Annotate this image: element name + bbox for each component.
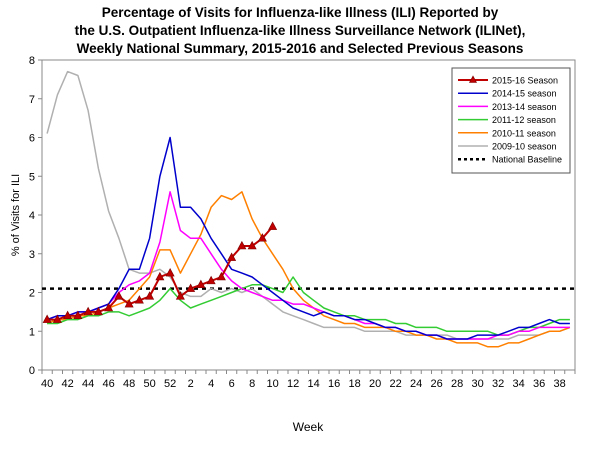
- x-tick-label: 44: [82, 378, 94, 390]
- data-point-marker: [73, 310, 83, 320]
- y-tick-label: 5: [29, 171, 35, 183]
- data-point-marker: [196, 279, 206, 289]
- x-tick-label: 8: [249, 378, 255, 390]
- y-tick-label: 4: [29, 210, 35, 222]
- data-point-marker: [155, 271, 165, 281]
- x-tick-label: 26: [431, 378, 443, 390]
- data-point-marker: [257, 233, 267, 242]
- x-tick-label: 42: [62, 378, 74, 390]
- series-layer: [42, 70, 571, 348]
- data-point-marker: [268, 221, 278, 230]
- legend-label-2009-10-season: 2009-10 season: [492, 142, 557, 152]
- legend-label-national-baseline: National Baseline: [492, 155, 562, 165]
- data-point-marker: [247, 240, 257, 250]
- data-point-marker: [114, 291, 124, 300]
- data-point-marker: [134, 295, 144, 304]
- x-tick-label: 50: [144, 378, 156, 390]
- x-tick-label: 40: [41, 378, 53, 390]
- data-point-marker: [83, 306, 93, 316]
- y-tick-label: 7: [29, 94, 35, 106]
- legend-label-2014-15-season: 2014-15 season: [492, 89, 557, 99]
- x-axis-label: Week: [293, 420, 324, 434]
- data-point-marker: [186, 283, 196, 292]
- x-tick-label: 52: [164, 378, 176, 390]
- y-tick-label: 0: [29, 365, 35, 377]
- data-point-marker: [227, 252, 237, 261]
- legend-label-2010-11-season: 2010-11 season: [492, 128, 556, 138]
- x-tick-label: 24: [410, 378, 422, 390]
- data-point-marker: [175, 291, 185, 300]
- x-tick-label: 46: [103, 378, 115, 390]
- data-point-marker: [52, 314, 62, 323]
- legend-label-2013-14-season: 2013-14 season: [492, 102, 557, 112]
- x-tick-label: 28: [451, 378, 463, 390]
- y-tick-label: 2: [29, 288, 35, 300]
- series-line-2010-11-season: [46, 191, 571, 348]
- y-tick-label: 6: [29, 133, 35, 145]
- legend-label-2011-12-season: 2011-12 season: [492, 115, 556, 125]
- legend: 2015-16 Season 2014-15 season 2013-14 seas…: [451, 67, 571, 174]
- y-axis-label: % of Visits for ILI: [10, 174, 22, 256]
- legend-marker: [468, 75, 478, 83]
- legend-box: [451, 67, 571, 174]
- legend-label-2015-16-season: 2015-16 Season: [492, 76, 558, 86]
- x-tick-label: 14: [308, 378, 320, 390]
- series-line-2013-14-season: [46, 191, 570, 340]
- data-point-marker: [216, 271, 226, 281]
- x-tick-label: 4: [208, 378, 214, 390]
- data-point-marker: [206, 275, 216, 285]
- x-tick-label: 48: [123, 378, 135, 390]
- x-tick-label: 20: [369, 378, 381, 390]
- x-tick-label: 32: [492, 378, 504, 390]
- x-tick-label: 38: [554, 378, 566, 390]
- y-tick-label: 1: [29, 326, 35, 338]
- x-tick-label: 36: [533, 378, 545, 390]
- data-point-marker: [63, 310, 73, 320]
- x-tick-label: 18: [349, 378, 361, 390]
- chart-title-line-3: Weekly National Summary, 2015-2016 and S…: [76, 41, 524, 56]
- data-point-marker: [93, 306, 103, 316]
- x-tick-label: 22: [390, 378, 402, 390]
- chart-title-line-2: the U.S. Outpatient Influenza-like Illne…: [74, 23, 526, 38]
- data-point-marker: [124, 298, 134, 308]
- data-point-marker: [104, 302, 114, 312]
- data-point-marker: [42, 314, 52, 323]
- data-point-marker: [237, 240, 247, 250]
- x-tick-label: 30: [472, 378, 484, 390]
- x-tick-label: 16: [328, 378, 340, 390]
- y-axis: 0 1 2 3 4 5 6 7 8: [29, 55, 42, 377]
- data-point-marker: [165, 267, 175, 277]
- x-tick-label: 12: [287, 378, 299, 390]
- chart-title-line-1: Percentage of Visits for Influenza-like …: [101, 5, 499, 20]
- y-tick-label: 3: [29, 249, 35, 261]
- x-tick-label: 2: [188, 378, 194, 390]
- x-axis: 40 42 44 46 48 50 52 2 4 6 8 10 12 14 16 18 20 22 24 26 28 30…: [41, 370, 576, 390]
- series-line-2011-12-season: [47, 276, 570, 336]
- x-tick-label: 6: [229, 378, 235, 390]
- x-tick-label: 10: [267, 378, 279, 390]
- data-point-marker: [145, 291, 155, 300]
- y-tick-label: 8: [29, 55, 35, 67]
- series-line-2014-15-season: [46, 136, 570, 340]
- x-tick-label: 34: [513, 378, 525, 390]
